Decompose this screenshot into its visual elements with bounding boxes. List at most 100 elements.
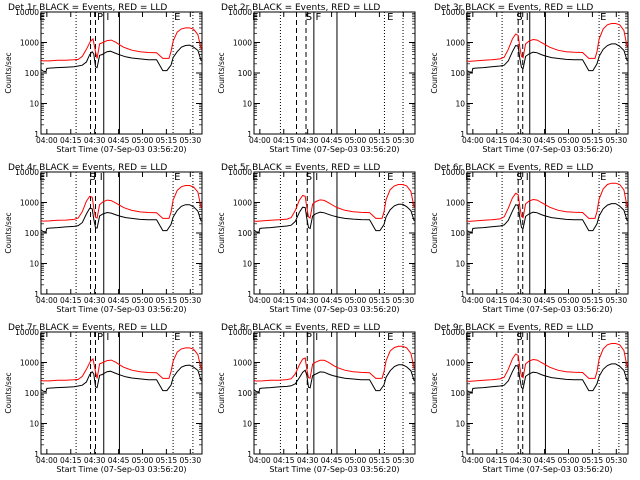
event-marker-label: S	[516, 12, 522, 23]
y-tick-label: 10000	[15, 8, 39, 17]
y-tick-label: 1	[247, 130, 252, 139]
event-marker-label: I	[106, 12, 109, 23]
x-tick-label: 05:15	[369, 456, 391, 465]
x-tick-label: 04:45	[321, 136, 343, 145]
x-tick-label: 05:30	[392, 296, 414, 305]
x-tick-label: 04:45	[108, 136, 130, 145]
y-tick-label: 10	[29, 420, 39, 429]
detector-chart-9: Det 9r BLACK = Events, RED = LLD 1 10 100 10…	[430, 323, 629, 474]
detector-chart-1: Det 1r BLACK = Events, RED = LLD 1 10 100 10…	[4, 3, 203, 154]
x-tick-label: 04:30	[510, 456, 532, 465]
x-tick-label: 04:15	[273, 456, 295, 465]
plot-frame	[40, 11, 203, 135]
y-tick-label: 10	[455, 420, 465, 429]
plot-frame	[466, 331, 629, 455]
x-tick-label: 04:15	[60, 296, 82, 305]
y-tick-label: 1000	[20, 199, 39, 208]
detector-chart-4: Det 4r BLACK = Events, RED = LLD 1 10 100 10…	[4, 163, 203, 314]
x-tick-label: 04:15	[486, 136, 508, 145]
y-tick-label: 100	[25, 389, 40, 398]
y-tick-label: 1000	[446, 199, 465, 208]
x-tick-label: 05:00	[558, 136, 580, 145]
y-tick-label: 10000	[228, 8, 252, 17]
x-tick-label: 05:15	[369, 296, 391, 305]
event-marker-label: I	[315, 332, 318, 343]
x-tick-label: 04:00	[36, 136, 58, 145]
plot-frame	[40, 331, 203, 455]
event-marker-label: P	[306, 332, 312, 343]
x-tick-label: 04:15	[60, 456, 82, 465]
event-marker-label: I	[100, 172, 103, 183]
y-axis-label: Counts/sec	[4, 212, 13, 253]
y-tick-label: 10000	[441, 328, 465, 337]
detector-chart-7: Det 7r BLACK = Events, RED = LLD 1 10 100 10…	[4, 323, 203, 474]
chart-title: Det 5r BLACK = Events, RED = LLD	[221, 163, 380, 173]
series-line-lld	[466, 23, 628, 62]
event-marker-label: I	[106, 332, 109, 343]
x-tick-label: 05:00	[345, 296, 367, 305]
event-marker-label: E	[252, 172, 258, 183]
chart-title: Det 8r BLACK = Events, RED = LLD	[221, 323, 380, 333]
series-line-lld	[466, 343, 628, 382]
x-tick-label: 04:45	[108, 456, 130, 465]
event-marker-label: F	[316, 12, 322, 23]
y-tick-label: 1	[34, 290, 39, 299]
x-tick-label: 04:45	[534, 456, 556, 465]
x-tick-label: 05:00	[132, 136, 154, 145]
x-tick-label: 05:00	[558, 296, 580, 305]
x-tick-label: 04:45	[534, 136, 556, 145]
y-tick-label: 1000	[233, 39, 252, 48]
plot-frame	[466, 11, 629, 135]
event-marker-label: E	[174, 332, 180, 343]
event-marker-label: E	[600, 332, 606, 343]
x-tick-label: 05:15	[582, 296, 604, 305]
event-marker-label: S	[306, 12, 312, 23]
x-tick-label: 04:00	[249, 296, 271, 305]
event-marker-label: P	[97, 12, 103, 23]
x-tick-label: 04:00	[249, 136, 271, 145]
x-axis-label: Start Time (07-Sep-03 03:56:20)	[269, 145, 399, 154]
x-tick-label: 05:15	[156, 296, 178, 305]
plot-frame	[253, 11, 416, 135]
y-tick-label: 100	[25, 229, 40, 238]
detector-chart-6: Det 6r BLACK = Events, RED = LLD 1 10 100 10…	[430, 163, 629, 314]
event-marker-label: E	[252, 12, 258, 23]
x-tick-label: 04:00	[249, 456, 271, 465]
x-tick-label: 05:30	[392, 456, 414, 465]
series-line-events	[253, 203, 415, 234]
event-marker-label: E	[387, 12, 393, 23]
plot-frame	[466, 171, 629, 295]
y-tick-label: 1000	[446, 359, 465, 368]
event-marker-label: E	[465, 12, 471, 23]
event-marker-label: P	[97, 332, 103, 343]
x-tick-label: 05:30	[179, 296, 201, 305]
y-tick-label: 10000	[15, 168, 39, 177]
y-tick-label: 10	[242, 100, 252, 109]
series-line-lld	[40, 27, 202, 62]
event-marker-label: E	[387, 172, 393, 183]
x-axis-label: Start Time (07-Sep-03 03:56:20)	[269, 305, 399, 314]
x-tick-label: 05:15	[582, 136, 604, 145]
y-tick-label: 1000	[233, 199, 252, 208]
y-tick-label: 10000	[228, 328, 252, 337]
x-tick-label: 04:30	[84, 456, 106, 465]
event-marker-label: E	[252, 332, 258, 343]
y-tick-label: 1000	[20, 359, 39, 368]
event-marker-label: E	[465, 172, 471, 183]
series-line-lld	[253, 184, 415, 222]
x-axis-label: Start Time (07-Sep-03 03:56:20)	[56, 305, 186, 314]
x-tick-label: 04:45	[321, 296, 343, 305]
y-tick-label: 10	[29, 260, 39, 269]
y-tick-label: 1	[460, 290, 465, 299]
y-tick-label: 1	[460, 130, 465, 139]
series-line-lld	[253, 345, 415, 382]
x-tick-label: 04:45	[108, 296, 130, 305]
x-tick-label: 05:30	[392, 136, 414, 145]
y-axis-label: Counts/sec	[430, 52, 439, 93]
y-axis-label: Counts/sec	[217, 52, 226, 93]
x-tick-label: 04:30	[84, 136, 106, 145]
series-line-lld	[466, 182, 628, 222]
event-marker-label: E	[174, 12, 180, 23]
y-axis-label: Counts/sec	[4, 52, 13, 93]
event-marker-label: S	[89, 172, 95, 183]
